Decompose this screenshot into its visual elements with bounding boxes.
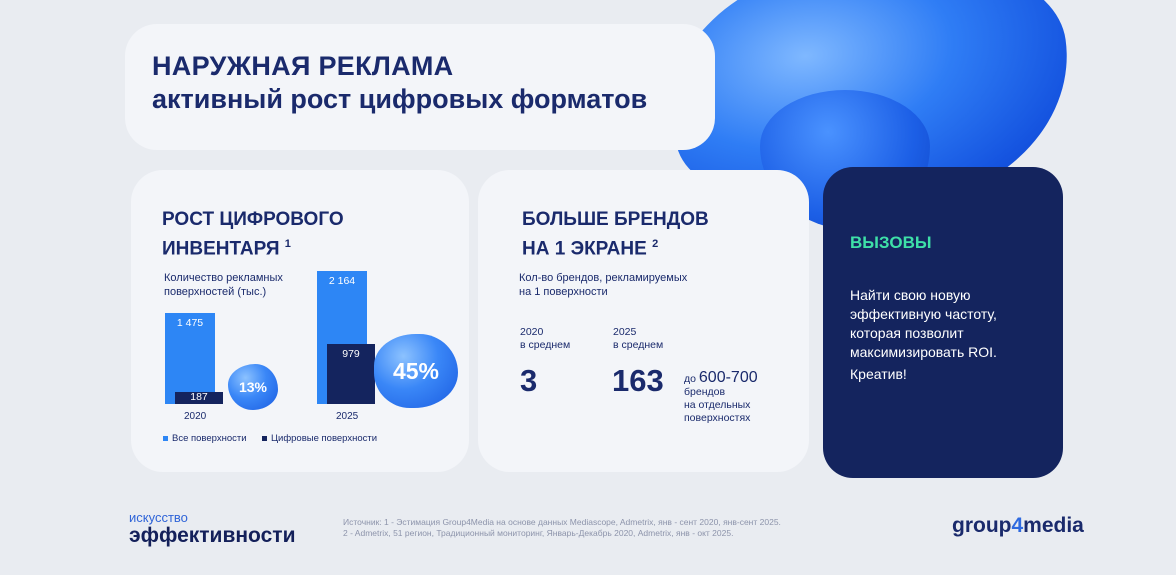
brands-per-screen-card	[478, 170, 809, 472]
bar-label-digital-2025: 979	[342, 347, 360, 360]
page-title: НАРУЖНАЯ РЕКЛАМА	[152, 51, 454, 81]
bar-digital-2025	[327, 343, 375, 404]
brands-2020-label: 2020 в среднем	[520, 326, 571, 351]
inventory-card-subtitle: Количество рекламных поверхностей (тыс.)	[164, 272, 283, 298]
legend-swatch-digital	[262, 436, 267, 441]
title-card	[125, 24, 715, 150]
legend-all-surfaces: Все поверхности	[163, 433, 247, 444]
x-tick-2020: 2020	[184, 411, 207, 422]
challenges-item: Креатив!	[850, 366, 907, 382]
challenges-text: Найти свою новую эффективную частоту, ко…	[850, 287, 997, 360]
challenges-title: ВЫЗОВЫ	[850, 233, 932, 252]
bar-digital-2020	[175, 392, 223, 404]
share-badge-2025: 45%	[374, 334, 458, 408]
brand-logo: group4media	[952, 514, 1084, 537]
page-subtitle: активный рост цифровых форматов	[152, 84, 648, 114]
brands-card-title: БОЛЬШЕ БРЕНДОВ НА 1 ЭКРАНЕ 2	[522, 209, 709, 260]
challenges-card	[823, 167, 1063, 478]
source-notes: Источник: 1 - Эстимация Group4Media на о…	[343, 517, 781, 538]
logo-line1: искусство	[129, 510, 188, 525]
legend-digital-surfaces: Цифровые поверхности	[262, 433, 377, 444]
brands-max-note: до 600-700 брендов на отдельных поверхно…	[684, 369, 758, 425]
brands-card-subtitle: Кол-во брендов, рекламируемых на 1 повер…	[519, 272, 688, 298]
legend-swatch-all	[163, 436, 168, 441]
brands-2025-label: 2025 в среднем	[613, 326, 664, 351]
bar-label-all-2020: 1 475	[176, 317, 204, 330]
brands-2025-value: 163	[612, 363, 664, 398]
brands-2020-value: 3	[520, 363, 538, 398]
x-tick-2025: 2025	[336, 411, 359, 422]
bar-label-all-2025: 2 164	[328, 275, 356, 287]
inventory-card-title: РОСТ ЦИФРОВОГО ИНВЕНТАРЯ 1	[162, 209, 344, 260]
share-badge-2020: 13%	[228, 364, 278, 410]
bar-all-2020	[165, 313, 215, 404]
bar-label-digital-2020: 187	[190, 391, 208, 403]
logo-line2: эффективности	[129, 524, 296, 547]
